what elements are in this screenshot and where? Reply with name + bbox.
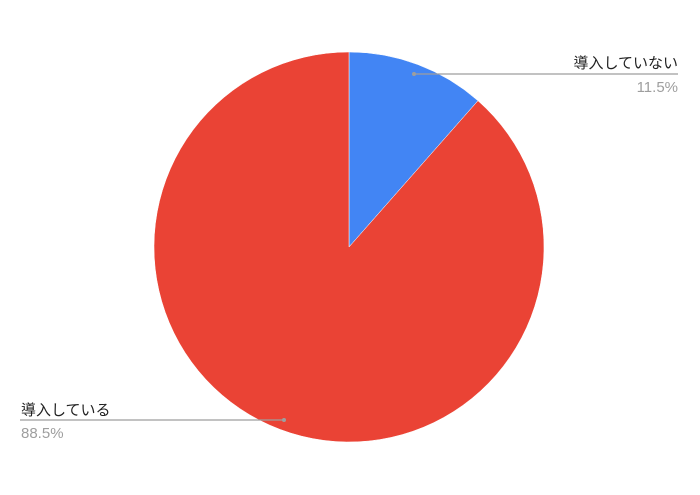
callout-dot-slice-1 bbox=[282, 418, 286, 422]
slice-label-0: 導入していない bbox=[573, 54, 678, 72]
pie-slice-1 bbox=[153, 51, 545, 443]
callout-dot-slice-0 bbox=[412, 72, 416, 76]
pie-slices bbox=[153, 51, 545, 443]
pie-slice-0 bbox=[348, 51, 479, 248]
slice-label-1: 導入している bbox=[21, 401, 111, 419]
slice-value-label-0: 11.5% bbox=[637, 79, 678, 96]
callouts: 導入していない 11.5% 導入している 88.5% bbox=[20, 54, 678, 442]
slice-value-label-1: 88.5% bbox=[21, 425, 64, 442]
